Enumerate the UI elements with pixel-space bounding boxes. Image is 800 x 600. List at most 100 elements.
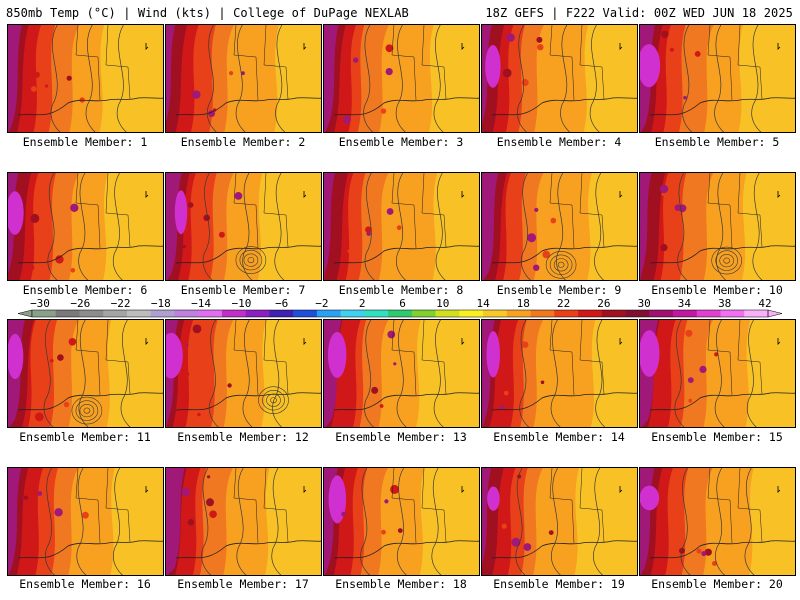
colorbar-swatch: [126, 310, 152, 317]
colorbar-swatch: [625, 310, 650, 317]
ensemble-member-label: Ensemble Member: 2: [180, 135, 306, 149]
ensemble-member-label: Ensemble Member: 15: [651, 430, 783, 444]
colorbar-swatch: [673, 310, 698, 317]
ensemble-map-panel: [165, 467, 322, 576]
colorbar-tick-label: 34: [678, 297, 692, 310]
ensemble-member-label: Ensemble Member: 18: [335, 577, 467, 591]
ensemble-member-label: Ensemble Member: 13: [335, 430, 467, 444]
colorbar-tick-label: −2: [315, 297, 328, 310]
colorbar-min-arrow: [17, 309, 33, 318]
colorbar-swatch: [221, 310, 246, 317]
ensemble-member-label: Ensemble Member: 3: [338, 135, 464, 149]
ensemble-member-label: Ensemble Member: 19: [493, 577, 625, 591]
colorbar-swatch: [198, 310, 223, 317]
ensemble-map-panel: [481, 319, 638, 428]
temperature-field: [640, 468, 795, 575]
ensemble-member-label: Ensemble Member: 10: [651, 283, 783, 297]
colorbar-swatch: [55, 310, 80, 317]
colorbar-swatch: [506, 310, 531, 317]
temperature-field: [324, 25, 479, 132]
temperature-field: [640, 320, 795, 427]
model-run-label: 18Z GEFS | F222 Valid: 00Z WED JUN 18 20…: [485, 6, 793, 20]
ensemble-map-panel: [481, 467, 638, 576]
colorbar-swatch: [601, 310, 626, 317]
ensemble-member-label: Ensemble Member: 11: [19, 430, 151, 444]
ensemble-map-panel: [639, 467, 796, 576]
colorbar-swatch: [459, 310, 484, 317]
colorbar-swatch: [316, 310, 341, 317]
colorbar-tick-label: 42: [758, 297, 771, 310]
colorbar-border: [31, 309, 769, 318]
ensemble-map-panel: [481, 172, 638, 281]
ensemble-map-panel: [481, 24, 638, 133]
colorbar-swatch: [530, 310, 555, 317]
colorbar-swatch: [483, 310, 508, 317]
colorbar-tick-label: 2: [359, 297, 366, 310]
ensemble-member-label: Ensemble Member: 1: [22, 135, 148, 149]
ensemble-member-label: Ensemble Member: 12: [177, 430, 309, 444]
ensemble-member-label: Ensemble Member: 6: [22, 283, 148, 297]
temperature-field: [482, 173, 637, 280]
temperature-field: [324, 468, 479, 575]
colorbar-tick-label: −22: [111, 297, 131, 310]
colorbar-swatch: [340, 310, 365, 317]
ensemble-map-panel: [165, 172, 322, 281]
colorbar-swatch: [720, 310, 745, 317]
ensemble-map-panel: [7, 467, 164, 576]
ensemble-map-panel: [323, 319, 480, 428]
colorbar-swatch: [150, 310, 175, 317]
colorbar-swatch: [578, 310, 603, 317]
colorbar-tick-label: −26: [70, 297, 90, 310]
temperature-field: [640, 173, 795, 280]
ensemble-member-label: Ensemble Member: 20: [651, 577, 783, 591]
ensemble-member-label: Ensemble Member: 17: [177, 577, 309, 591]
ensemble-map-panel: [7, 172, 164, 281]
ensemble-map-panel: [165, 24, 322, 133]
map-title: 850mb Temp (°C) | Wind (kts) | College o…: [6, 6, 409, 20]
colorbar-tick-label: −14: [191, 297, 211, 310]
colorbar-swatch: [649, 310, 674, 317]
temperature-field: [166, 25, 321, 132]
ensemble-member-label: Ensemble Member: 8: [338, 283, 464, 297]
colorbar-tick-label: 10: [436, 297, 449, 310]
ensemble-map-panel: [639, 24, 796, 133]
colorbar-swatch: [554, 310, 579, 317]
ensemble-member-label: Ensemble Member: 7: [180, 283, 306, 297]
temperature-field: [166, 320, 321, 427]
temperature-field: [8, 468, 163, 575]
colorbar-swatch: [245, 310, 270, 317]
temperature-field: [166, 468, 321, 575]
colorbar-tick-label: −18: [151, 297, 171, 310]
colorbar-swatch: [32, 310, 57, 317]
colorbar-tick-label: 18: [517, 297, 530, 310]
colorbar-swatch: [388, 310, 413, 317]
colorbar-tick-label: 6: [399, 297, 406, 310]
temperature-field: [8, 320, 163, 427]
temperature-field: [482, 468, 637, 575]
colorbar-swatch: [744, 310, 769, 317]
temperature-field: [8, 173, 163, 280]
colorbar-swatch: [696, 310, 721, 317]
colorbar-tick-label: 14: [476, 297, 490, 310]
temperature-field: [166, 173, 321, 280]
ensemble-member-label: Ensemble Member: 9: [496, 283, 622, 297]
ensemble-map-panel: [639, 319, 796, 428]
ensemble-map-panel: [7, 319, 164, 428]
temperature-field: [482, 320, 637, 427]
colorbar-swatch: [79, 310, 104, 317]
ensemble-member-label: Ensemble Member: 5: [654, 135, 780, 149]
colorbar-tick-label: 26: [597, 297, 610, 310]
ensemble-member-label: Ensemble Member: 4: [496, 135, 622, 149]
ensemble-map-panel: [639, 172, 796, 281]
colorbar-swatch: [174, 310, 199, 317]
colorbar-tick-label: −10: [231, 297, 251, 310]
ensemble-member-label: Ensemble Member: 16: [19, 577, 151, 591]
colorbar-max-arrow: [767, 309, 783, 318]
colorbar-tick-label: −30: [30, 297, 50, 310]
ensemble-map-panel: [7, 24, 164, 133]
colorbar-tick-label: 30: [638, 297, 651, 310]
colorbar-tick-label: −6: [275, 297, 288, 310]
colorbar-tick-label: 22: [557, 297, 570, 310]
colorbar-swatch: [269, 310, 294, 317]
ensemble-map-panel: [323, 467, 480, 576]
